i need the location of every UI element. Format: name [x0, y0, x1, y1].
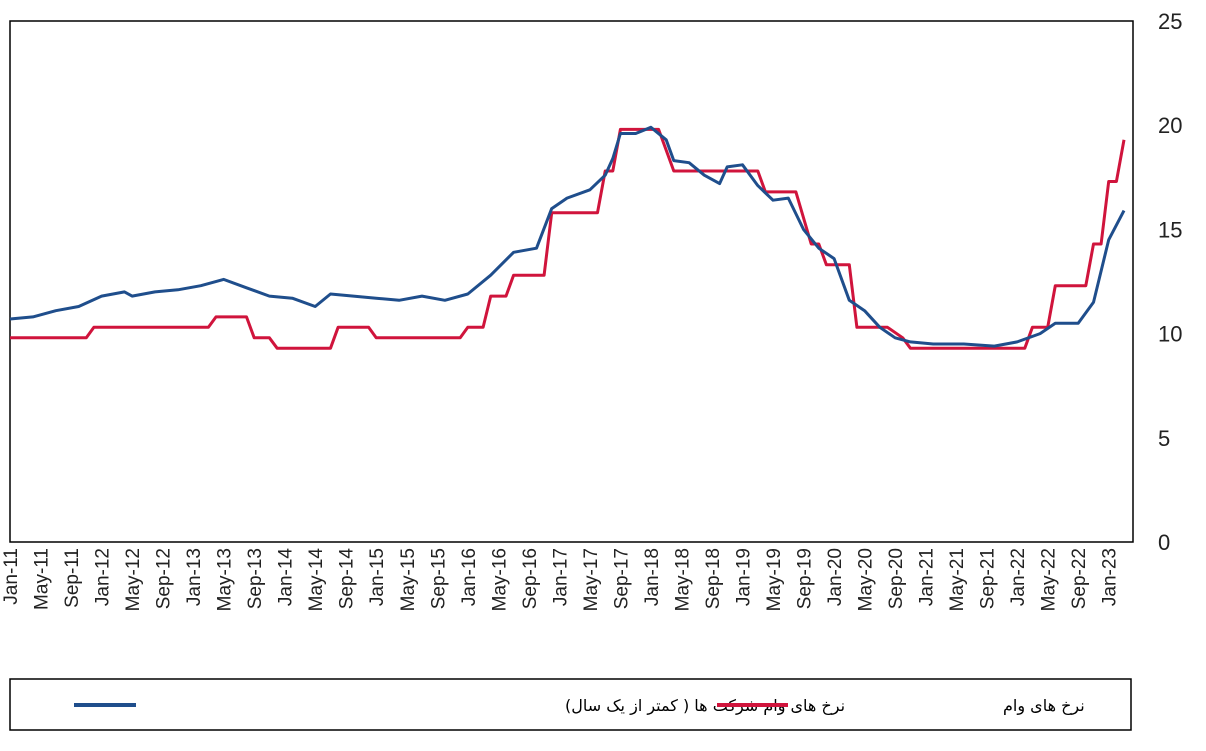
- y-tick-label: 15: [1158, 217, 1182, 242]
- x-tick-label: May-18: [672, 548, 693, 611]
- x-tick-label: May-21: [947, 548, 968, 611]
- x-tick-label: Jan-11: [1, 548, 22, 605]
- x-axis: Jan-11 May-11 Sep-11 Jan-12 May-12 Sep-12 Jan-…: [1, 548, 1121, 612]
- x-tick-label: Jan-21: [917, 548, 938, 606]
- x-tick-label: Jan-13: [184, 548, 205, 606]
- x-tick-label: May-15: [398, 548, 419, 611]
- x-tick-label: Jan-15: [367, 548, 388, 606]
- x-tick-label: May-14: [306, 548, 327, 612]
- x-tick-label: May-16: [489, 548, 510, 611]
- x-tick-label: Jan-16: [459, 548, 480, 606]
- x-tick-label: Jan-18: [642, 548, 663, 606]
- plot-area: [9, 20, 1134, 543]
- y-tick-label: 5: [1158, 426, 1170, 451]
- series-line-corporate-loans: [9, 125, 1126, 348]
- x-tick-label: Jan-12: [93, 548, 114, 606]
- x-tick-label: Jan-14: [276, 548, 297, 607]
- x-tick-label: Sep-19: [795, 548, 816, 609]
- x-tick-label: May-13: [215, 548, 236, 611]
- y-tick-label: 25: [1158, 9, 1182, 34]
- legend: نرخ های وام شرکت ها ( کمتر از یک سال) نر…: [9, 678, 1132, 731]
- x-tick-label: May-17: [581, 548, 602, 611]
- x-tick-label: Sep-22: [1069, 548, 1090, 609]
- x-tick-label: May-22: [1039, 548, 1060, 611]
- x-tick-label: Sep-13: [245, 548, 266, 609]
- x-tick-label: Sep-12: [154, 548, 175, 609]
- x-tick-label: Jan-20: [825, 548, 846, 606]
- x-tick-label: May-12: [123, 548, 144, 611]
- x-tick-label: Sep-18: [703, 548, 724, 609]
- x-tick-label: Sep-20: [886, 548, 907, 609]
- legend-label-corporate-loans: نرخ های وام شرکت ها ( کمتر از یک سال): [565, 696, 845, 716]
- x-tick-label: Jan-17: [550, 548, 571, 606]
- x-tick-label: Jan-23: [1100, 548, 1121, 606]
- x-tick-label: Sep-17: [611, 548, 632, 609]
- y-axis: 25 20 15 10 5 0: [1158, 9, 1182, 555]
- x-tick-label: Sep-16: [520, 548, 541, 609]
- x-tick-label: Jan-19: [733, 548, 754, 606]
- legend-label-loan-rates: نرخ های وام: [1003, 696, 1085, 716]
- series-line-loan-rates: [10, 127, 1126, 350]
- series-lines: [9, 125, 1126, 350]
- x-tick-label: Sep-21: [978, 548, 999, 609]
- x-tick-label: May-11: [32, 548, 53, 610]
- y-tick-label: 0: [1158, 530, 1170, 555]
- x-tick-label: Jan-22: [1008, 548, 1029, 606]
- y-tick-label: 20: [1158, 113, 1182, 138]
- x-tick-label: May-19: [764, 548, 785, 611]
- x-tick-label: Sep-11: [62, 548, 83, 608]
- y-tick-label: 10: [1158, 322, 1182, 347]
- x-tick-label: May-20: [856, 548, 877, 611]
- legend-box: [9, 678, 1132, 731]
- x-tick-label: Sep-15: [428, 548, 449, 609]
- x-tick-label: Sep-14: [337, 548, 358, 610]
